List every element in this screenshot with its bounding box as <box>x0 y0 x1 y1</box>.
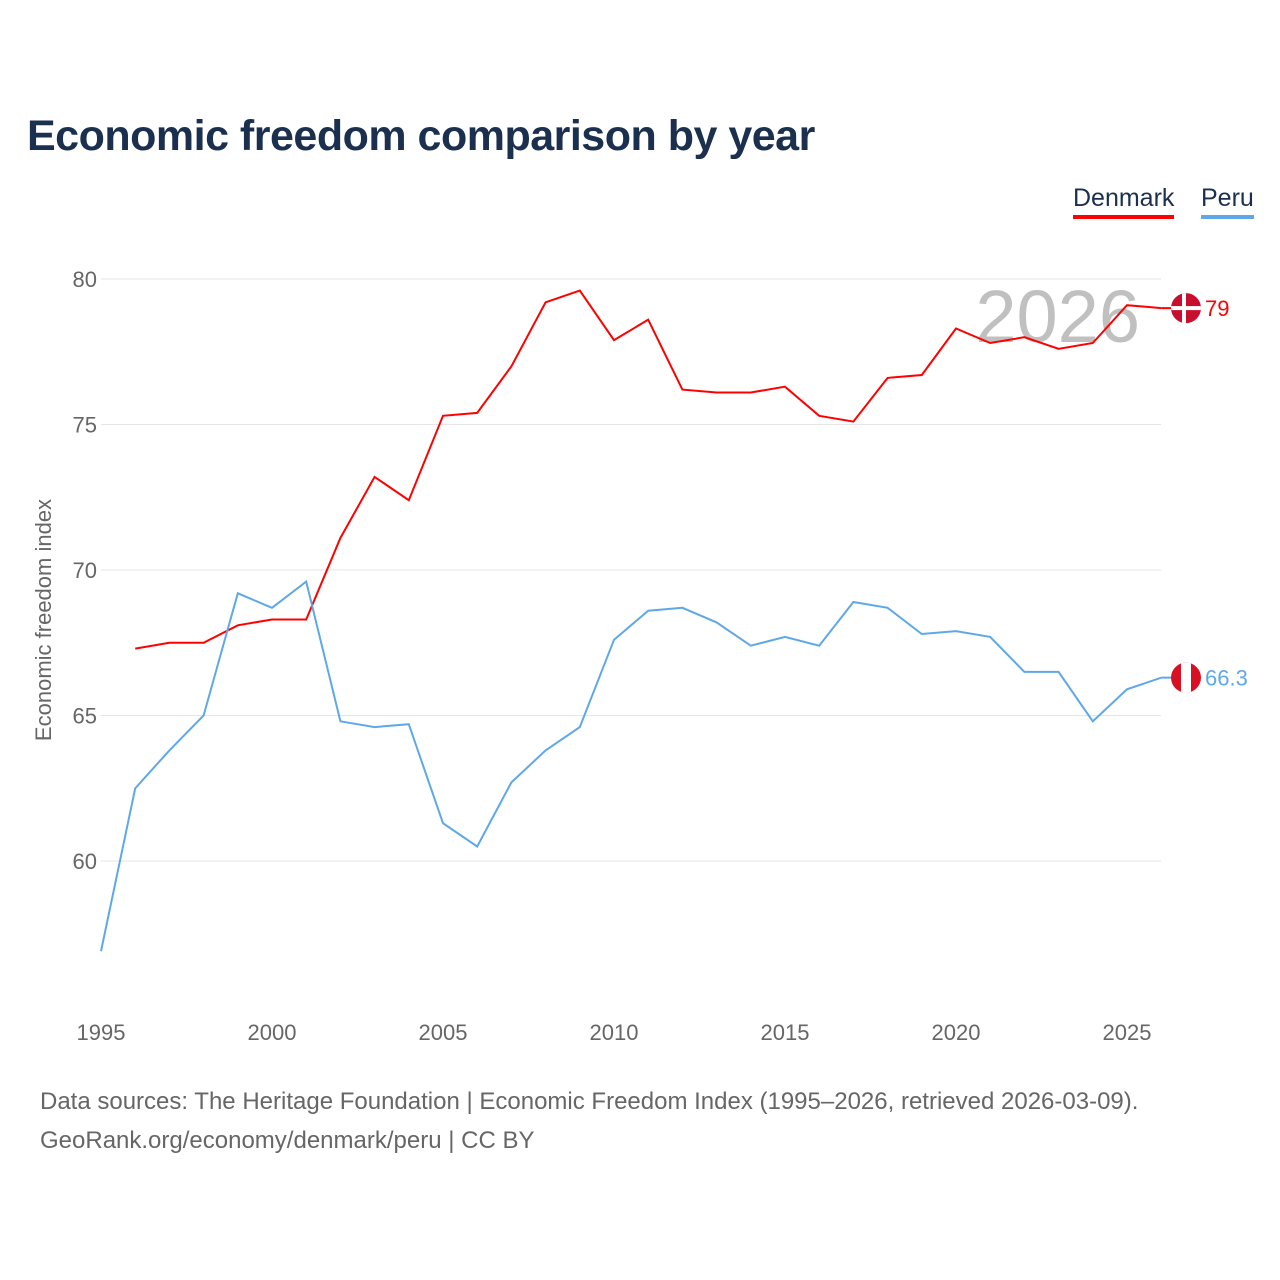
x-tick-label: 2005 <box>419 1020 468 1045</box>
end-value-label-denmark: 79 <box>1205 296 1229 321</box>
series-line-denmark <box>135 289 1162 650</box>
x-tick-label: 1995 <box>77 1020 126 1045</box>
year-watermark: 2026 <box>975 275 1140 358</box>
y-tick-label: 70 <box>73 558 97 583</box>
y-tick-label: 75 <box>73 413 97 438</box>
y-axis-label: Economic freedom index <box>31 499 56 741</box>
y-tick-label: 65 <box>73 704 97 729</box>
data-source-text: Data sources: The Heritage Foundation | … <box>40 1088 1139 1115</box>
y-tick-label: 80 <box>73 267 97 292</box>
peru-flag-icon <box>1171 662 1201 693</box>
legend-denmark[interactable]: Denmark <box>1073 184 1175 219</box>
source-link[interactable]: GeoRank.org/economy/denmark/peru | CC BY <box>40 1127 535 1154</box>
x-tick-label: 2000 <box>248 1020 297 1045</box>
x-tick-label: 2015 <box>761 1020 810 1045</box>
series-line-peru <box>100 579 1162 952</box>
end-value-label-peru: 66.3 <box>1205 666 1248 691</box>
y-tick-label: 60 <box>73 849 97 874</box>
chart-title: Economic freedom comparison by year <box>27 112 815 160</box>
denmark-flag-icon <box>1171 293 1201 324</box>
x-tick-label: 2025 <box>1103 1020 1152 1045</box>
legend-peru[interactable]: Peru <box>1201 184 1254 219</box>
x-tick-label: 2020 <box>932 1020 981 1045</box>
x-tick-label: 2010 <box>590 1020 639 1045</box>
